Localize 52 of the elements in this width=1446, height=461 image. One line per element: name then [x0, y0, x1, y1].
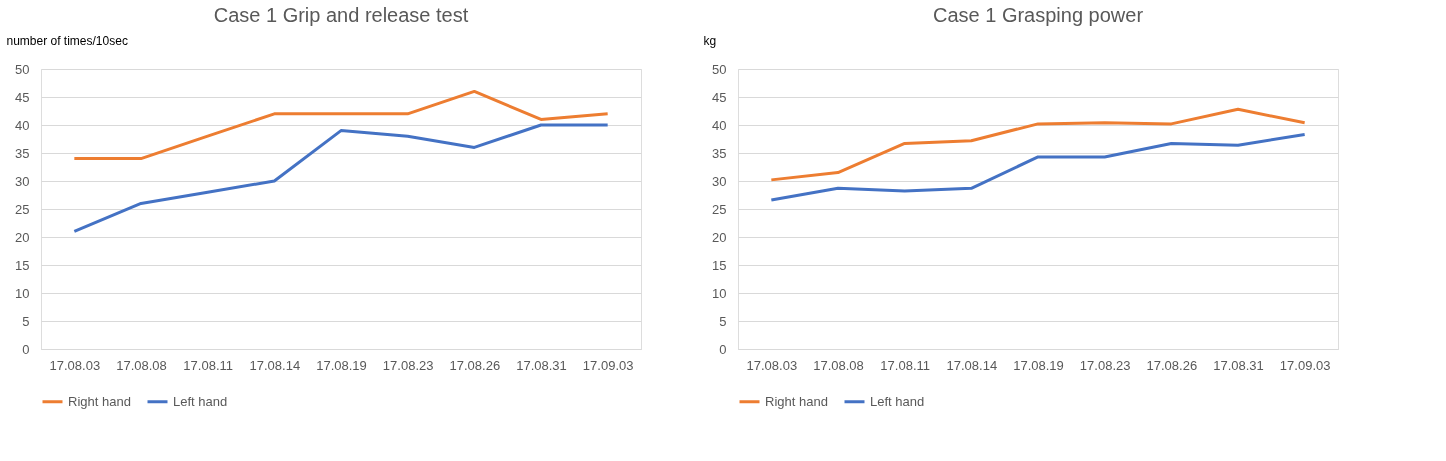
x-tick-label: 17.08.03: [49, 357, 101, 373]
x-tick-label: 17.09.03: [582, 357, 634, 373]
y-tick-label: 40: [712, 117, 727, 133]
y-tick-label: 50: [15, 61, 30, 77]
y-tick-label: 0: [22, 341, 30, 357]
x-tick-label: 17.08.26: [449, 357, 501, 373]
y-axis-title: number of times/10sec: [6, 33, 128, 48]
x-tick-label: 17.08.31: [1213, 357, 1264, 373]
x-tick-label: 17.08.11: [880, 357, 930, 373]
y-tick-label: 35: [712, 145, 727, 161]
x-tick-label: 17.08.23: [382, 357, 434, 373]
y-tick-label: 40: [15, 117, 30, 133]
y-tick-label: 5: [719, 313, 727, 329]
line-series: [72, 89, 610, 161]
y-tick-label: 25: [712, 201, 727, 217]
x-tick-label: 17.09.03: [1279, 357, 1331, 373]
line-series: [72, 123, 610, 233]
x-tick-label: 17.08.11: [183, 357, 233, 373]
y-tick-label: 15: [15, 257, 30, 273]
x-tick-label: 17.08.19: [1013, 357, 1064, 373]
y-tick-label: 0: [719, 341, 727, 357]
y-tick-label: 15: [712, 257, 727, 273]
y-tick-label: 10: [15, 285, 30, 301]
x-tick-label: 17.08.08: [116, 357, 167, 373]
y-tick-label: 50: [712, 61, 727, 77]
x-tick-label: 17.08.31: [516, 357, 567, 373]
line-series: [769, 133, 1307, 202]
y-tick-label: 45: [15, 89, 30, 105]
x-tick-label: 17.08.08: [813, 357, 864, 373]
legend-label: Left hand: [870, 393, 925, 409]
x-tick-label: 17.08.26: [1146, 357, 1198, 373]
legend-label: Right hand: [765, 393, 828, 409]
x-tick-label: 17.08.14: [946, 357, 998, 373]
line-series: [769, 107, 1307, 182]
y-tick-label: 20: [15, 229, 30, 245]
chart-title: Case 1 Grip and release test: [213, 4, 469, 26]
x-tick-label: 17.08.23: [1079, 357, 1131, 373]
y-tick-label: 5: [22, 313, 30, 329]
x-tick-label: 17.08.19: [316, 357, 367, 373]
x-tick-label: 17.08.03: [746, 357, 798, 373]
y-tick-label: 25: [15, 201, 30, 217]
x-tick-label: 17.08.14: [249, 357, 301, 373]
y-tick-label: 10: [712, 285, 727, 301]
y-tick-label: 35: [15, 145, 30, 161]
y-tick-label: 30: [15, 173, 30, 189]
legend-label: Left hand: [173, 393, 228, 409]
y-tick-label: 45: [712, 89, 727, 105]
y-tick-label: 30: [712, 173, 727, 189]
y-tick-label: 20: [712, 229, 727, 245]
chart-title: Case 1 Grasping power: [932, 4, 1144, 26]
y-axis-title: kg: [703, 33, 717, 48]
legend-label: Right hand: [68, 393, 131, 409]
